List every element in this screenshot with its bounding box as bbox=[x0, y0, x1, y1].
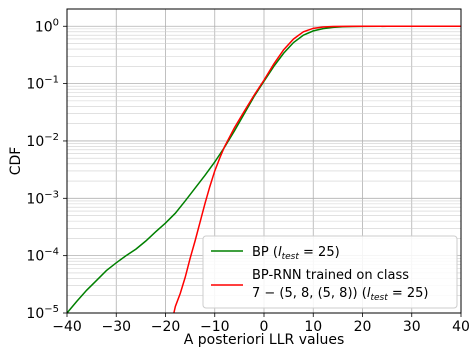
legend-label-bp-rnn-line2: 7 − (5, 8, (5, 8)) (ltest = 25) bbox=[252, 286, 429, 303]
x-tick-label: 40 bbox=[452, 319, 470, 335]
y-tick-label: 10−1 bbox=[26, 75, 59, 93]
x-tick-label: −20 bbox=[151, 319, 181, 335]
x-axis-label: A posteriori LLR values bbox=[184, 332, 345, 348]
y-tick-label: 10−2 bbox=[26, 132, 59, 150]
legend: BP (ltest = 25)BP-RNN trained on class7 … bbox=[203, 236, 457, 308]
legend-label-bp-rnn-line1: BP-RNN trained on class bbox=[252, 268, 409, 283]
x-tick-label: −30 bbox=[101, 319, 131, 335]
x-tick-label: −40 bbox=[52, 319, 82, 335]
y-tick-label: 100 bbox=[35, 17, 59, 35]
y-axis-label: CDF bbox=[8, 147, 24, 176]
y-tick-label: 10−4 bbox=[26, 247, 59, 265]
x-tick-label: 20 bbox=[354, 319, 372, 335]
x-tick-label: 30 bbox=[403, 319, 421, 335]
y-tick-label: 10−3 bbox=[26, 189, 59, 207]
